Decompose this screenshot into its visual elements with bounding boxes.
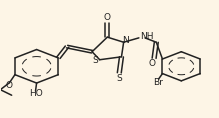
Text: N: N xyxy=(122,36,129,45)
Text: NH: NH xyxy=(141,32,154,41)
Text: Br: Br xyxy=(153,78,163,87)
Text: O: O xyxy=(148,59,155,68)
Text: O: O xyxy=(104,13,111,21)
Text: S: S xyxy=(117,74,122,83)
Text: O: O xyxy=(5,81,12,90)
Text: S: S xyxy=(92,56,98,65)
Text: HO: HO xyxy=(29,89,42,99)
